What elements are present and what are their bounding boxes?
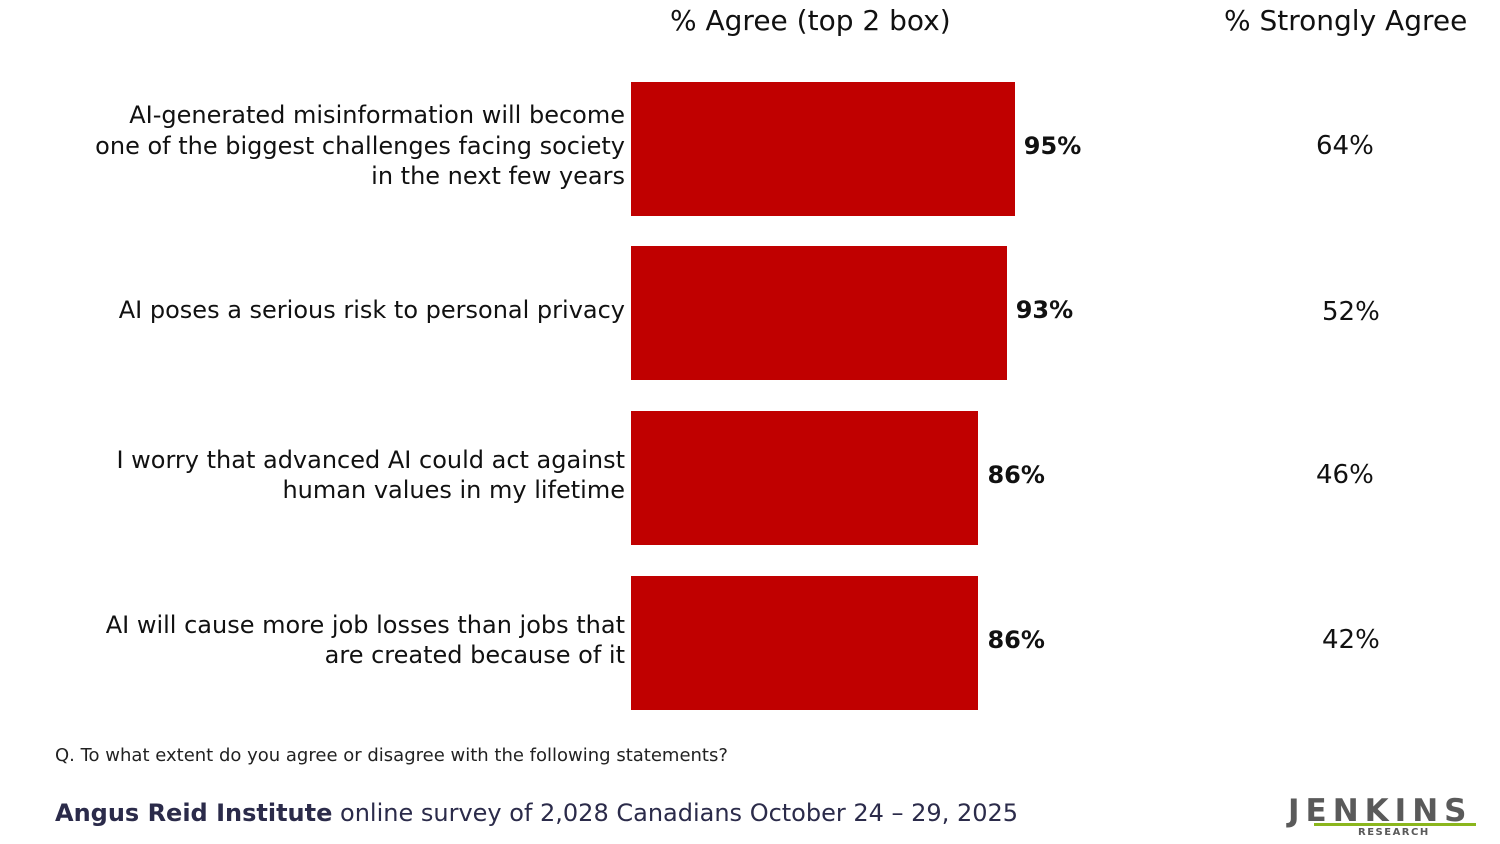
agree-bar [631, 82, 1015, 216]
strongly-agree-column-header: % Strongly Agree [1224, 4, 1468, 37]
source-detail: online survey of 2,028 Canadians October… [332, 799, 1019, 827]
source-org: Angus Reid Institute [55, 799, 333, 827]
statement-label-line: AI-generated misinformation will become [129, 101, 625, 130]
strongly-agree-value: 42% [1322, 625, 1380, 655]
source-note: Angus Reid Institute online survey of 2,… [55, 799, 1018, 827]
agree-value-label: 95% [1023, 132, 1082, 160]
statement-label-line: I worry that advanced AI could act again… [116, 445, 625, 474]
agree-value-label: 93% [1015, 296, 1074, 324]
statement-label-line: in the next few years [371, 162, 625, 191]
strongly-agree-value: 46% [1316, 460, 1374, 490]
statement-label: AI will cause more job losses than jobs … [45, 610, 625, 671]
statement-label: AI poses a serious risk to personal priv… [45, 295, 625, 326]
logo-accent-line [1314, 823, 1476, 826]
agree-bar [631, 246, 1007, 380]
strongly-agree-value: 52% [1322, 297, 1380, 327]
agree-value-label: 86% [987, 626, 1045, 654]
statement-label-line: AI will cause more job losses than jobs … [105, 610, 625, 639]
statement-label-line: human values in my lifetime [282, 476, 625, 504]
statement-label-line: one of the biggest challenges facing soc… [95, 131, 625, 160]
survey-question: Q. To what extent do you agree or disagr… [55, 745, 728, 766]
logo-wordmark: JENKINS [1288, 793, 1473, 829]
agree-bar [631, 576, 979, 710]
agree-value-label: 86% [987, 461, 1045, 489]
agree-bar [631, 411, 979, 545]
statement-label-line: are created because of it [324, 641, 625, 669]
statement-label-line: AI poses a serious risk to personal priv… [118, 295, 625, 324]
statement-label: AI-generated misinformation will become o… [45, 100, 625, 192]
agree-column-header: % Agree (top 2 box) [670, 4, 951, 37]
strongly-agree-value: 64% [1316, 131, 1374, 161]
jenkins-research-logo: JENKINS RESEARCH [1288, 795, 1478, 840]
statement-label: I worry that advanced AI could act again… [45, 445, 625, 506]
logo-subtitle: RESEARCH [1358, 827, 1430, 838]
